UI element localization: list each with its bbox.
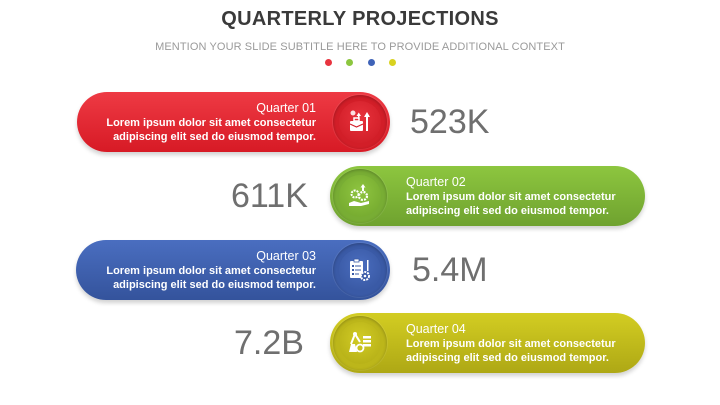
quarter-01-desc-line1: Lorem ipsum dolor sit amet consectetur — [106, 117, 316, 129]
hand-gears-icon — [349, 184, 369, 206]
dot-green — [346, 59, 353, 66]
quarter-04-card: Quarter 04 Lorem ipsum dolor sit amet co… — [330, 313, 645, 373]
quarter-02-label: Quarter 02 — [406, 175, 466, 189]
quarter-03-desc-line2: adipiscing elit sed do eiusmod tempor. — [113, 279, 316, 291]
quarter-01-value: 523K — [410, 103, 490, 141]
quarter-01-badge — [333, 95, 387, 149]
quarter-04-badge — [333, 316, 387, 370]
quarter-03-badge — [333, 243, 387, 297]
quarter-04-desc-line1: Lorem ipsum dolor sit amet consectetur — [406, 338, 616, 350]
quarter-02-desc-line1: Lorem ipsum dolor sit amet consectetur — [406, 191, 616, 203]
quarter-02-badge — [333, 169, 387, 223]
quarter-03-label: Quarter 03 — [256, 249, 316, 263]
color-dots — [324, 59, 396, 67]
briefcase-growth-icon — [349, 110, 370, 131]
quarter-04-value: 7.2B — [234, 324, 304, 362]
slide-title: QUARTERLY PROJECTIONS — [221, 8, 499, 30]
quarter-04-label: Quarter 04 — [406, 322, 466, 336]
quarter-03-desc-line1: Lorem ipsum dolor sit amet consectetur — [106, 265, 316, 277]
quarter-03-value: 5.4M — [412, 251, 488, 289]
quarter-02-card: Quarter 02 Lorem ipsum dolor sit amet co… — [330, 166, 645, 226]
slide-subtitle: MENTION YOUR SLIDE SUBTITLE HERE TO PROV… — [155, 41, 565, 53]
quarter-01-label: Quarter 01 — [256, 101, 316, 115]
quarter-01-card: Quarter 01 Lorem ipsum dolor sit amet co… — [77, 92, 390, 152]
quarter-02-value: 611K — [231, 177, 308, 215]
quarter-03-card: Quarter 03 Lorem ipsum dolor sit amet co… — [76, 240, 390, 300]
dot-blue — [368, 59, 375, 66]
clipboard-gear-icon — [350, 258, 370, 281]
dot-red — [325, 59, 332, 66]
dot-yellow — [389, 59, 396, 66]
robot-arm-icon — [349, 332, 371, 353]
quarter-04-desc-line2: adipiscing elit sed do eiusmod tempor. — [406, 352, 609, 364]
quarter-02-desc-line2: adipiscing elit sed do eiusmod tempor. — [406, 205, 609, 217]
quarter-01-desc-line2: adipiscing elit sed do eiusmod tempor. — [113, 131, 316, 143]
